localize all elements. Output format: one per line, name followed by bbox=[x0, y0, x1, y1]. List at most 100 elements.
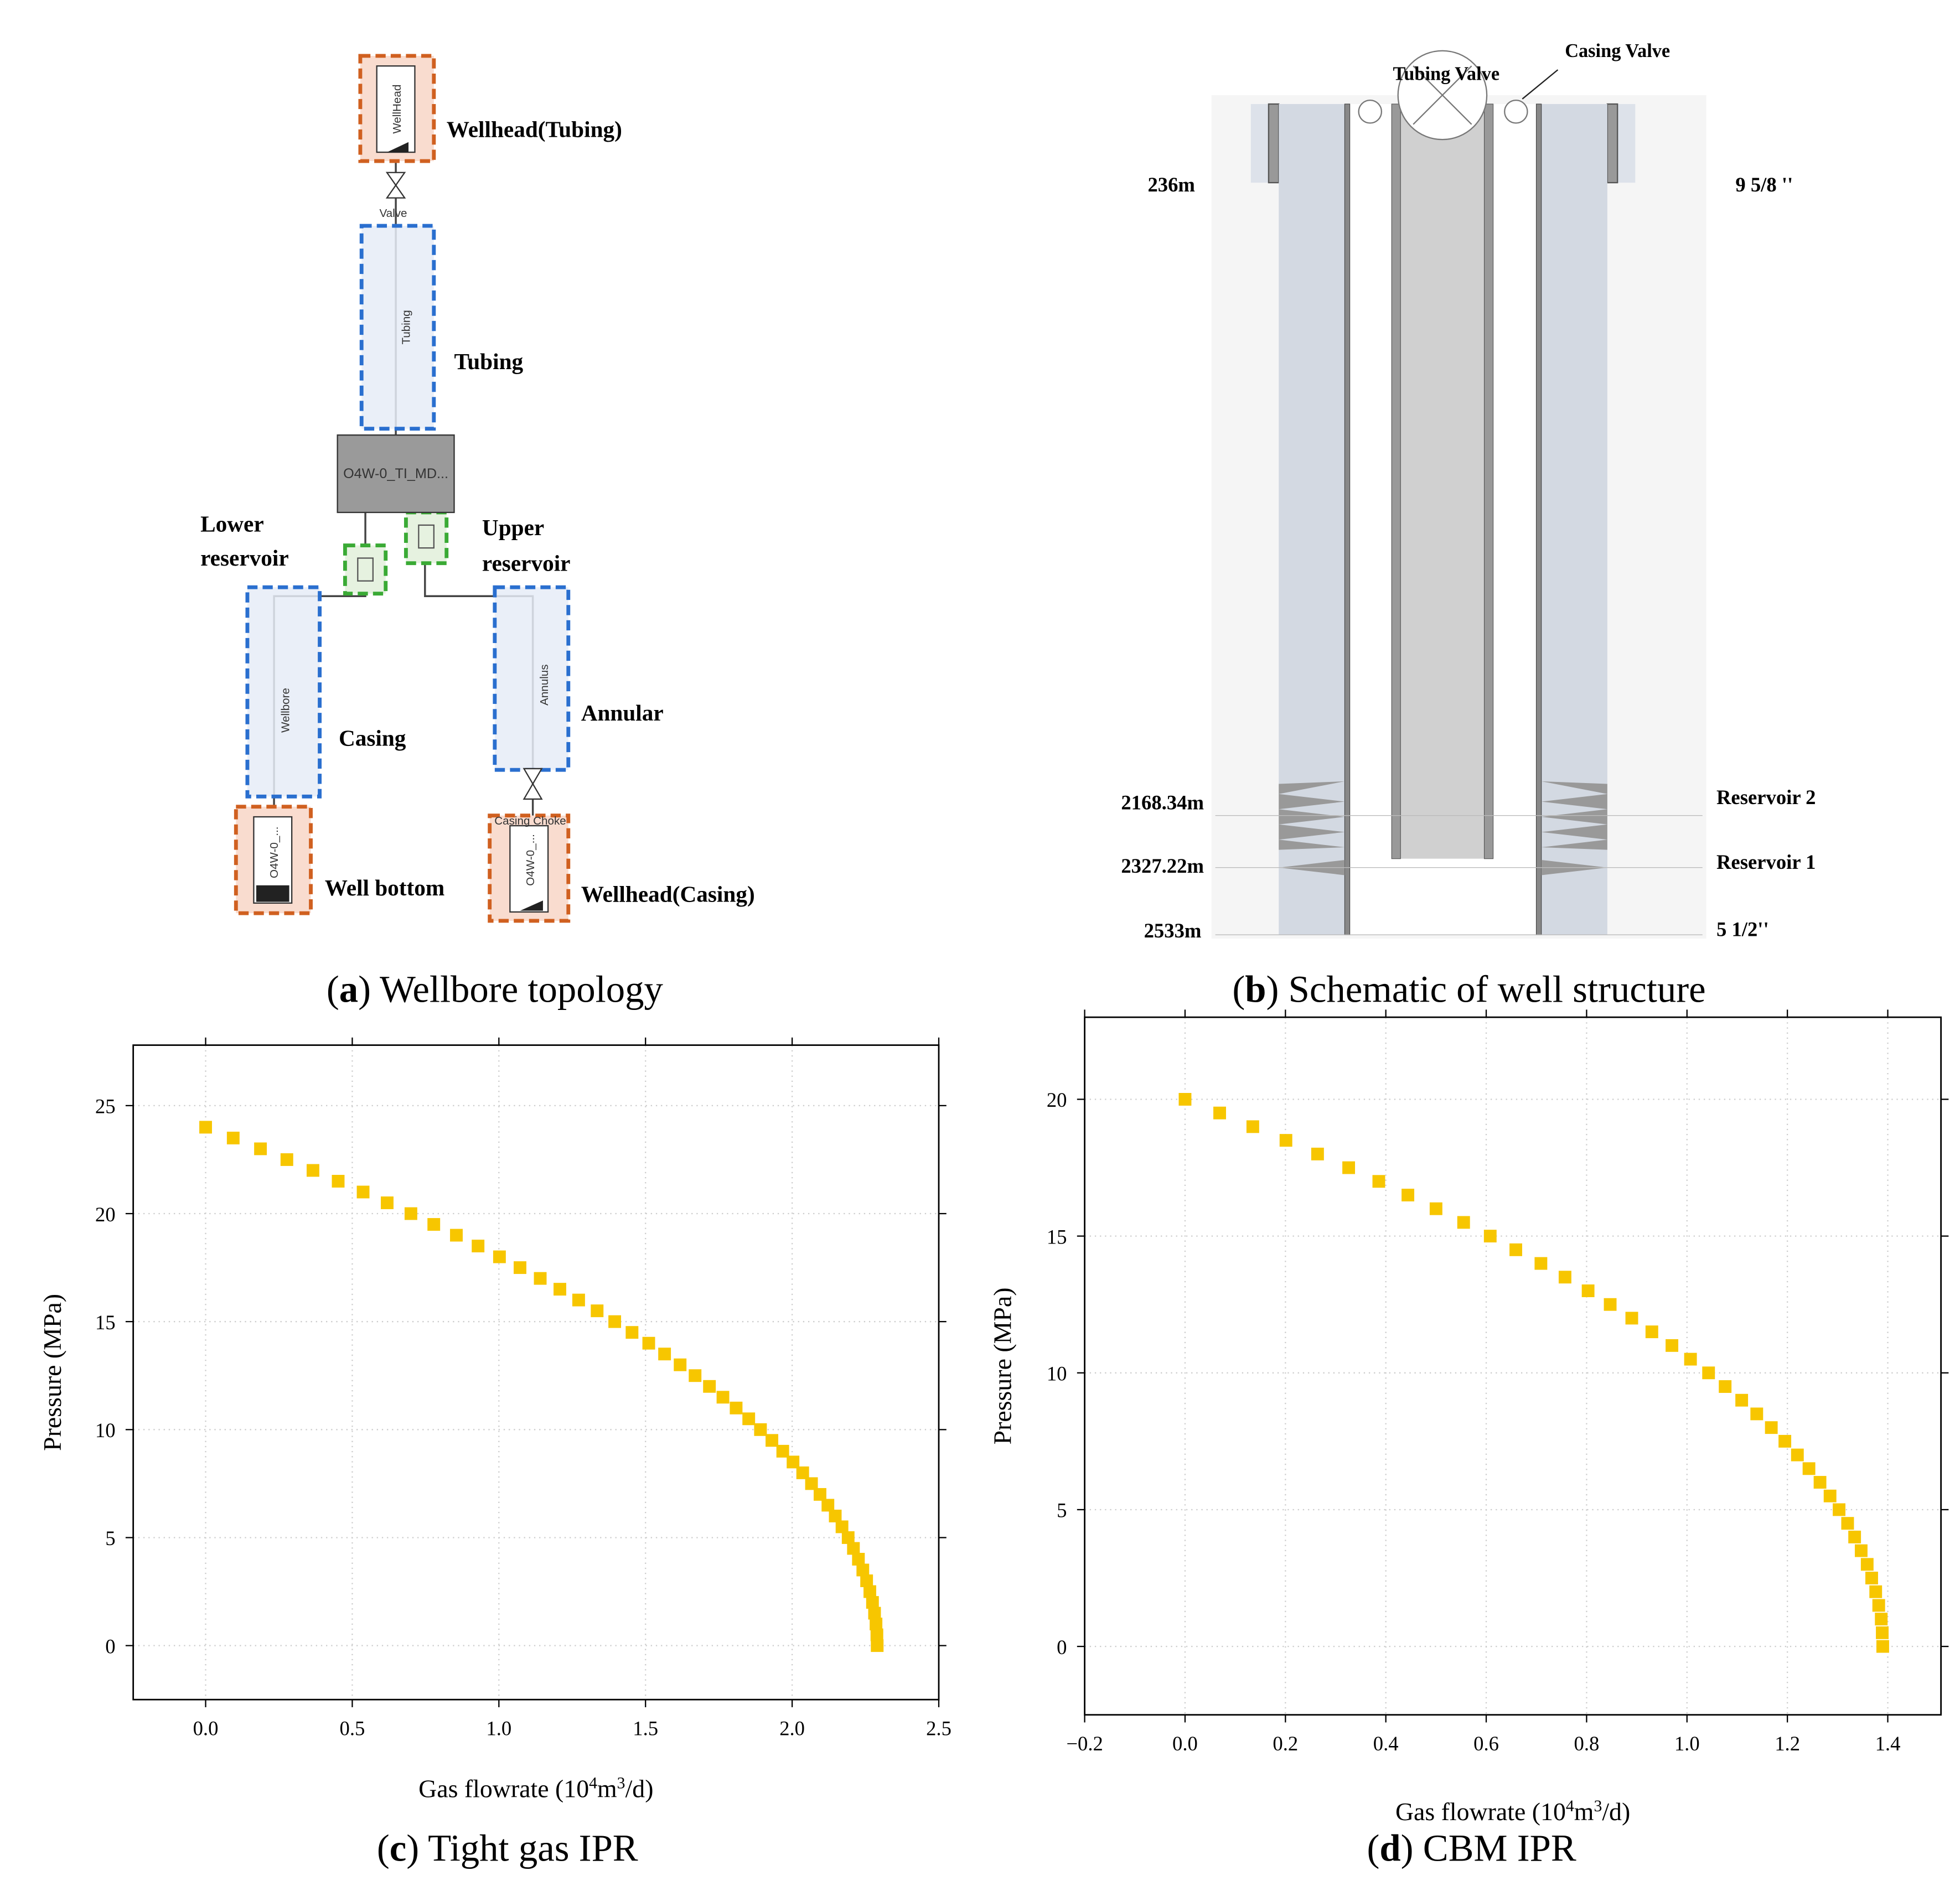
marker bbox=[254, 1142, 267, 1155]
label: Casing bbox=[339, 726, 406, 751]
label: Tubing bbox=[454, 349, 524, 374]
marker bbox=[1869, 1585, 1883, 1598]
x-tick-label: 2.0 bbox=[779, 1717, 805, 1739]
x-tick-label: 0.4 bbox=[1373, 1732, 1399, 1755]
label: Casing Valve bbox=[1565, 40, 1670, 61]
x-tick-label: 1.4 bbox=[1875, 1732, 1901, 1755]
marker bbox=[1876, 1640, 1889, 1653]
x-axis-label-part: /d) bbox=[1602, 1797, 1630, 1826]
caption: (b) Schematic of well structure bbox=[1232, 968, 1705, 1011]
caption: (d) CBM IPR bbox=[1367, 1827, 1576, 1869]
x-tick-label: 0.2 bbox=[1273, 1732, 1298, 1755]
marker bbox=[841, 1531, 855, 1544]
label: Upper bbox=[482, 515, 544, 540]
marker bbox=[1483, 1230, 1497, 1243]
caption-part: ( bbox=[377, 1827, 390, 1869]
depth: 236m bbox=[1147, 173, 1195, 196]
plot-frame bbox=[1084, 1016, 1942, 1716]
x-axis-label: Gas flowrate (104m3/d) bbox=[1395, 1796, 1630, 1826]
y-tick-label: 5 bbox=[1057, 1499, 1067, 1522]
marker bbox=[766, 1434, 779, 1447]
marker bbox=[1666, 1339, 1679, 1352]
marker bbox=[1802, 1462, 1816, 1475]
marker bbox=[716, 1391, 730, 1404]
y-tick-label: 15 bbox=[1047, 1225, 1067, 1248]
y-tick-label: 15 bbox=[95, 1311, 116, 1334]
marker bbox=[199, 1121, 212, 1134]
marker bbox=[1684, 1353, 1697, 1366]
label: reservoir bbox=[200, 545, 289, 571]
marker bbox=[1865, 1572, 1878, 1585]
marker bbox=[625, 1326, 639, 1339]
bottom-cross bbox=[256, 885, 289, 902]
marker bbox=[1429, 1202, 1442, 1215]
marker bbox=[1841, 1517, 1854, 1530]
marker bbox=[674, 1358, 687, 1371]
marker bbox=[821, 1499, 835, 1512]
marker bbox=[1778, 1434, 1792, 1448]
marker bbox=[776, 1444, 789, 1458]
marker bbox=[1279, 1134, 1292, 1147]
caption-part: ( bbox=[1367, 1827, 1379, 1869]
marker bbox=[796, 1466, 809, 1479]
valves bbox=[385, 172, 543, 800]
y-tick-label: 0 bbox=[1057, 1636, 1067, 1659]
marker bbox=[868, 1607, 881, 1620]
marker bbox=[1854, 1544, 1868, 1557]
marker bbox=[1581, 1284, 1595, 1297]
marker bbox=[280, 1153, 293, 1166]
caption-part: ( bbox=[327, 968, 339, 1011]
valves bbox=[1358, 99, 1528, 124]
caption: (a) Wellbore topology bbox=[327, 968, 664, 1011]
y-tick-label: 20 bbox=[1047, 1089, 1067, 1111]
marker bbox=[1848, 1530, 1861, 1543]
block bbox=[337, 434, 455, 514]
marker bbox=[658, 1348, 671, 1361]
marker bbox=[1876, 1626, 1889, 1639]
tubing-inner bbox=[1400, 103, 1485, 859]
caption-letter: b bbox=[1245, 968, 1266, 1011]
x-tick-label: −0.2 bbox=[1066, 1732, 1103, 1755]
marker bbox=[742, 1412, 756, 1426]
marker bbox=[534, 1272, 547, 1285]
x-axis-label-part: 4 bbox=[1566, 1796, 1574, 1815]
marker bbox=[1645, 1325, 1658, 1339]
marker bbox=[1178, 1093, 1192, 1106]
casing-head-icon bbox=[509, 825, 549, 913]
right-label: 9 5/8 '' bbox=[1735, 173, 1793, 196]
marker bbox=[1791, 1448, 1804, 1462]
marker bbox=[1625, 1312, 1638, 1325]
marker bbox=[356, 1185, 370, 1199]
marker bbox=[1872, 1599, 1885, 1612]
depth: 2168.34m bbox=[1121, 791, 1204, 813]
marker bbox=[805, 1477, 818, 1490]
caption-part: ) Wellbore topology bbox=[358, 968, 663, 1011]
x-tick-label: 1.0 bbox=[1674, 1732, 1700, 1755]
right-label: 5 1/2'' bbox=[1716, 918, 1769, 940]
caption-part: ) Tight gas IPR bbox=[406, 1827, 638, 1869]
marker bbox=[829, 1509, 842, 1522]
casing-wall bbox=[1535, 103, 1542, 935]
marker bbox=[306, 1164, 319, 1177]
x-tick-label: 0.6 bbox=[1473, 1732, 1499, 1755]
marker bbox=[813, 1488, 826, 1501]
pointer bbox=[1522, 69, 1559, 100]
cross bbox=[1413, 65, 1472, 125]
chart: −0.2 0.0 0.2 0.4 0.6 0.8 1.0 1.2 1.4 0 5 10 15 20 Pres… bbox=[989, 1009, 1949, 1869]
x-axis-label: Gas flowrate (104m3/d) bbox=[418, 1774, 653, 1803]
y-tick-label: 0 bbox=[105, 1635, 115, 1657]
marker bbox=[866, 1596, 879, 1609]
marker bbox=[1833, 1503, 1845, 1516]
marker bbox=[689, 1369, 702, 1382]
x-axis-label-part: m bbox=[597, 1775, 617, 1803]
tubing-wall bbox=[1483, 103, 1494, 859]
depth: 2327.22m bbox=[1121, 854, 1204, 877]
marker bbox=[852, 1553, 865, 1566]
x-tick-label: 0.8 bbox=[1574, 1732, 1599, 1755]
y-tick-label: 5 bbox=[105, 1527, 115, 1550]
marker bbox=[754, 1423, 767, 1436]
marker bbox=[863, 1585, 876, 1598]
caption-part: ( bbox=[1232, 968, 1245, 1011]
y-tick-label: 25 bbox=[95, 1095, 116, 1118]
